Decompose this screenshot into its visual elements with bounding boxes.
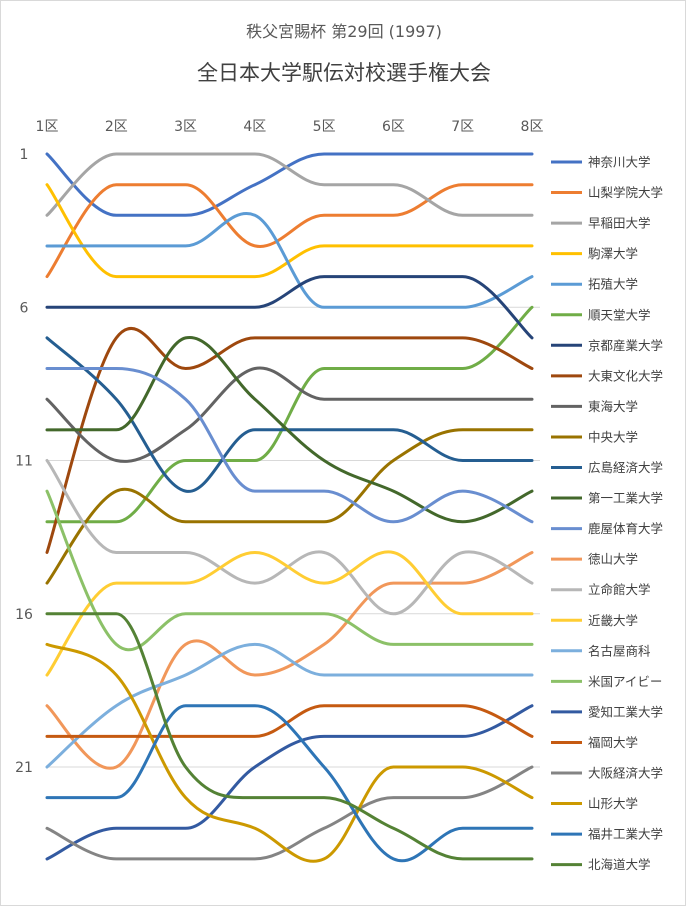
y-tick-label: 6 — [20, 300, 29, 316]
legend-label: 立命館大学 — [588, 582, 651, 597]
series-line-9 — [45, 366, 534, 463]
series-line-1 — [45, 152, 534, 217]
x-axis-ticks: 1区 2区 3区 4区 5区 6区 7区 8区 — [36, 119, 544, 135]
x-tick-label: 5区 — [313, 119, 336, 135]
series-line-14 — [45, 551, 534, 770]
y-tick-label: 16 — [15, 607, 33, 623]
legend-label: 福岡大学 — [588, 735, 638, 750]
x-tick-label: 8区 — [521, 119, 544, 135]
x-tick-label: 2区 — [105, 119, 128, 135]
legend-label: 山形大学 — [588, 796, 638, 811]
legend-label: 順天堂大学 — [588, 307, 651, 322]
legend-label: 駒澤大学 — [588, 246, 638, 261]
legend: 神奈川大学山梨学院大学早稲田大学駒澤大学拓殖大学順天堂大学京都産業大学大東文化大… — [551, 155, 663, 872]
legend-label: 中央大学 — [588, 429, 638, 444]
legend-label: 徳山大学 — [588, 552, 638, 567]
series-lines — [45, 152, 534, 863]
x-tick-label: 1区 — [36, 119, 59, 135]
legend-label: 京都産業大学 — [588, 338, 663, 353]
series-line-16 — [45, 550, 534, 677]
legend-label: 北海道大学 — [588, 857, 651, 872]
legend-label: 東海大学 — [588, 399, 638, 414]
series-line-20 — [45, 704, 534, 738]
series-line-19 — [45, 704, 534, 861]
x-tick-label: 7区 — [451, 119, 474, 135]
series-line-4 — [45, 183, 534, 279]
legend-label: 拓殖大学 — [588, 277, 638, 292]
series-line-17 — [45, 642, 534, 769]
legend-label: 鹿屋体育大学 — [588, 521, 663, 536]
legend-label: 広島経済大学 — [588, 460, 663, 475]
legend-label: 福井工業大学 — [588, 827, 663, 842]
series-line-5 — [45, 211, 534, 309]
legend-label: 名古屋商科 — [588, 643, 651, 658]
series-line-13 — [45, 367, 534, 524]
series-line-21 — [45, 765, 534, 861]
series-line-7 — [45, 275, 534, 340]
series-line-11 — [45, 336, 534, 493]
legend-label: 山梨学院大学 — [588, 185, 663, 200]
series-line-6 — [45, 305, 534, 524]
series-line-3 — [45, 152, 534, 217]
series-line-23 — [45, 704, 534, 863]
series-line-10 — [45, 428, 534, 585]
series-line-12 — [45, 336, 534, 524]
series-line-24 — [45, 612, 534, 861]
legend-label: 大東文化大学 — [588, 368, 663, 383]
legend-label: 大阪経済大学 — [588, 766, 663, 781]
chart-title: 全日本大学駅伝対校選手権大会 — [197, 61, 491, 85]
x-tick-label: 3区 — [174, 119, 197, 135]
legend-label: 神奈川大学 — [588, 155, 651, 170]
series-line-8 — [45, 327, 534, 554]
y-tick-label: 1 — [20, 147, 29, 163]
y-tick-label: 21 — [15, 760, 33, 776]
legend-label: 米国アイビー — [588, 674, 662, 689]
chart-subtitle: 秩父宮賜杯 第29回 (1997) — [246, 22, 442, 41]
series-line-22 — [45, 642, 534, 863]
gridlines — [47, 306, 540, 768]
x-tick-label: 6区 — [382, 119, 405, 135]
x-tick-label: 4区 — [243, 119, 266, 135]
legend-label: 愛知工業大学 — [588, 704, 663, 719]
legend-label: 近畿大学 — [588, 613, 638, 628]
legend-label: 早稲田大学 — [588, 216, 651, 231]
legend-label: 第一工業大学 — [588, 491, 663, 506]
series-line-15 — [45, 459, 534, 616]
y-tick-label: 11 — [15, 454, 33, 470]
series-line-18 — [45, 489, 534, 652]
